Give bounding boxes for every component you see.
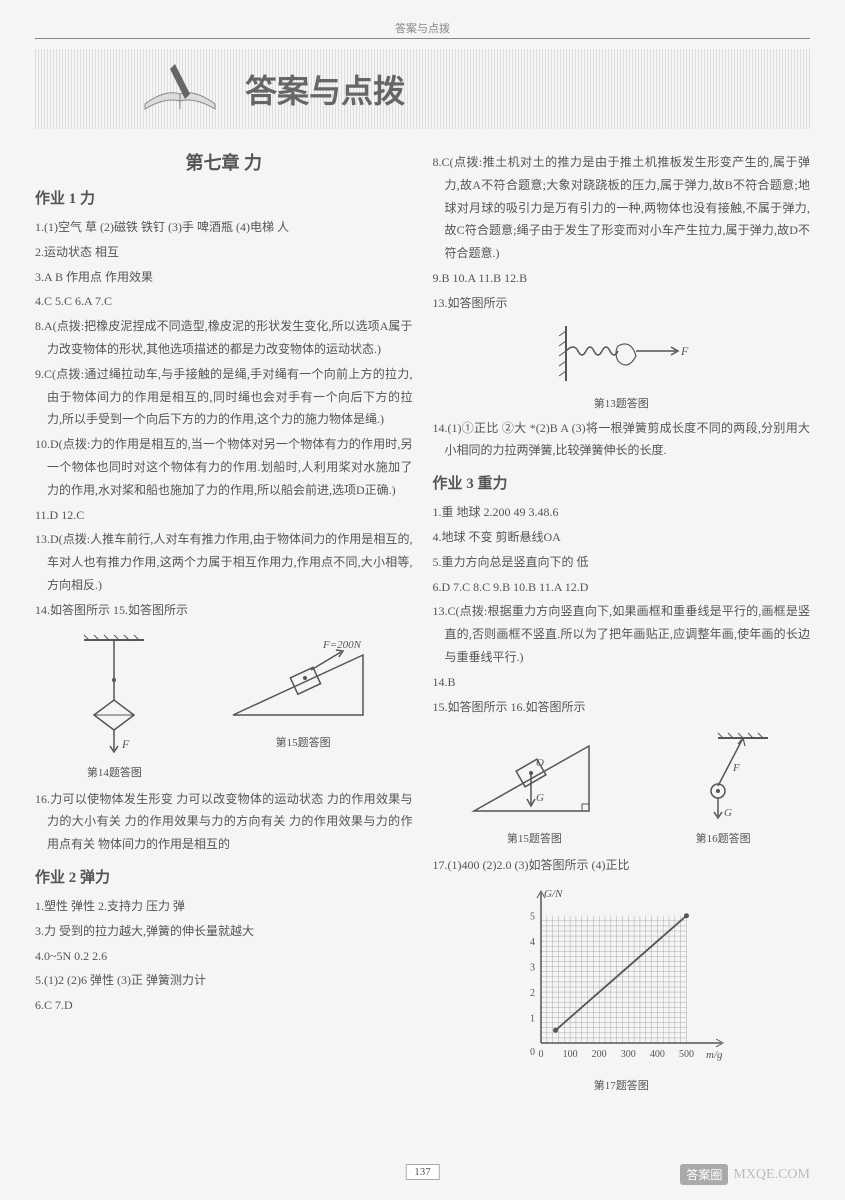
answer-text: 3.A B 作用点 作用效果 (35, 266, 413, 289)
title-banner: 答案与点拨 (35, 49, 810, 129)
answer-text: 9.B 10.A 11.B 12.B (433, 267, 811, 290)
chapter-title: 第七章 力 (35, 149, 413, 175)
figure-row: F 第14题答图 F=200N 第15题答图 (35, 630, 413, 780)
figure-s3-16: G F 第16题答图 (668, 726, 778, 846)
answer-text: 5.(1)2 (2)6 弹性 (3)正 弹簧测力计 (35, 969, 413, 992)
figure-13: F 第13题答图 (433, 321, 811, 411)
answer-text: 15.如答图所示 16.如答图所示 (433, 696, 811, 719)
force-label: F=200N (322, 639, 362, 651)
answer-text: 2.运动状态 相互 (35, 241, 413, 264)
watermark: 答案圈 MXQE.COM (680, 1164, 810, 1185)
answer-text: 6.D 7.C 8.C 9.B 10.B 11.A 12.D (433, 576, 811, 599)
svg-text:500: 500 (679, 1049, 694, 1060)
left-column: 第七章 力 作业 1 力 1.(1)空气 草 (2)磁铁 铁钉 (3)手 啤酒瓶… (35, 149, 413, 1099)
svg-text:100: 100 (563, 1049, 578, 1060)
answer-text: 6.C 7.D (35, 994, 413, 1017)
svg-text:F: F (680, 344, 689, 358)
svg-text:G: G (536, 792, 544, 804)
svg-text:G/N: G/N (544, 888, 563, 900)
watermark-badge: 答案圈 (680, 1164, 728, 1185)
figure-14: F 第14题答图 (64, 630, 164, 780)
answer-text: 1.(1)空气 草 (2)磁铁 铁钉 (3)手 啤酒瓶 (4)电梯 人 (35, 216, 413, 239)
figure-row-3: O G 第15题答图 G (433, 726, 811, 846)
right-column: 8.C(点拨:推土机对土的推力是由于推土机推板发生形变产生的,属于弹力,故A不符… (433, 149, 811, 1099)
fig-caption: 第15题答图 (464, 830, 604, 846)
fig-caption: 第15题答图 (223, 734, 383, 750)
answer-text: 13.C(点拨:根据重力方向竖直向下,如果画框和重垂线是平行的,画框是竖直的,否… (433, 600, 811, 668)
answer-text: 14.B (433, 671, 811, 694)
section2-title: 作业 2 弹力 (35, 866, 413, 887)
svg-text:F: F (732, 762, 740, 774)
answer-text: 17.(1)400 (2)2.0 (3)如答图所示 (4)正比 (433, 854, 811, 877)
answer-text: 13.D(点拨:人推车前行,人对车有推力作用,由于物体间力的作用是相互的,车对人… (35, 528, 413, 596)
svg-text:3: 3 (530, 963, 535, 974)
page-title: 答案与点拨 (245, 66, 405, 112)
answer-text: 14.(1)①正比 ②大 *(2)B A (3)将一根弹簧剪成长度不同的两段,分… (433, 417, 811, 463)
fig-caption: 第13题答图 (433, 395, 811, 411)
fig-caption: 第16题答图 (668, 830, 778, 846)
svg-text:1: 1 (530, 1014, 535, 1025)
svg-text:5: 5 (530, 912, 535, 923)
answer-text: 16.力可以使物体发生形变 力可以改变物体的运动状态 力的作用效果与力的大小有关… (35, 788, 413, 856)
figure-s3-15: O G 第15题答图 (464, 726, 604, 846)
svg-text:0: 0 (539, 1049, 544, 1060)
figure-s3-17-chart: G/N m/g 0 100 200 300 400 500 1 2 3 4 5 0 第17题答图 (506, 883, 736, 1093)
svg-text:G: G (724, 807, 732, 819)
svg-text:400: 400 (650, 1049, 665, 1060)
answer-text: 13.如答图所示 (433, 292, 811, 315)
answer-text: 3.力 受到的拉力越大,弹簧的伸长量就越大 (35, 920, 413, 943)
watermark-url: MXQE.COM (733, 1167, 810, 1183)
answer-text: 14.如答图所示 15.如答图所示 (35, 599, 413, 622)
svg-text:200: 200 (592, 1049, 607, 1060)
fig-caption: 第14题答图 (64, 764, 164, 780)
svg-text:4: 4 (530, 937, 535, 948)
book-pen-icon (135, 59, 225, 119)
answer-text: 4.C 5.C 6.A 7.C (35, 290, 413, 313)
answer-text: 1.重 地球 2.200 49 3.48.6 (433, 501, 811, 524)
answer-text: 8.C(点拨:推土机对土的推力是由于推土机推板发生形变产生的,属于弹力,故A不符… (433, 151, 811, 265)
page-number: 137 (405, 1164, 440, 1180)
content-columns: 第七章 力 作业 1 力 1.(1)空气 草 (2)磁铁 铁钉 (3)手 啤酒瓶… (35, 149, 810, 1099)
answer-text: 9.C(点拨:通过绳拉动车,与手接触的是绳,手对绳有一个向前上方的拉力,由于物体… (35, 363, 413, 431)
svg-text:300: 300 (621, 1049, 636, 1060)
section1-title: 作业 1 力 (35, 187, 413, 208)
section3-title: 作业 3 重力 (433, 472, 811, 493)
svg-text:2: 2 (530, 988, 535, 999)
header-rule (35, 38, 810, 39)
fig-caption: 第17题答图 (506, 1077, 736, 1093)
svg-text:F: F (121, 737, 130, 751)
header-label: 答案与点拨 (35, 20, 810, 36)
chart-svg: G/N m/g 0 100 200 300 400 500 1 2 3 4 5 0 (506, 883, 736, 1073)
answer-text: 4.0~5N 0.2 2.6 (35, 945, 413, 968)
svg-text:m/g: m/g (706, 1049, 723, 1061)
answer-text: 8.A(点拨:把橡皮泥捏成不同造型,橡皮泥的形状发生变化,所以选项A属于力改变物… (35, 315, 413, 361)
answer-text: 4.地球 不变 剪断悬线OA (433, 526, 811, 549)
answer-text: 1.塑性 弹性 2.支持力 压力 弹 (35, 895, 413, 918)
answer-text: 10.D(点拨:力的作用是相互的,当一个物体对另一个物体有力的作用时,另一个物体… (35, 433, 413, 501)
figure-15: F=200N 第15题答图 (223, 630, 383, 780)
svg-text:O: O (536, 757, 544, 769)
svg-text:0: 0 (530, 1047, 535, 1058)
answer-text: 5.重力方向总是竖直向下的 低 (433, 551, 811, 574)
answer-text: 11.D 12.C (35, 504, 413, 527)
